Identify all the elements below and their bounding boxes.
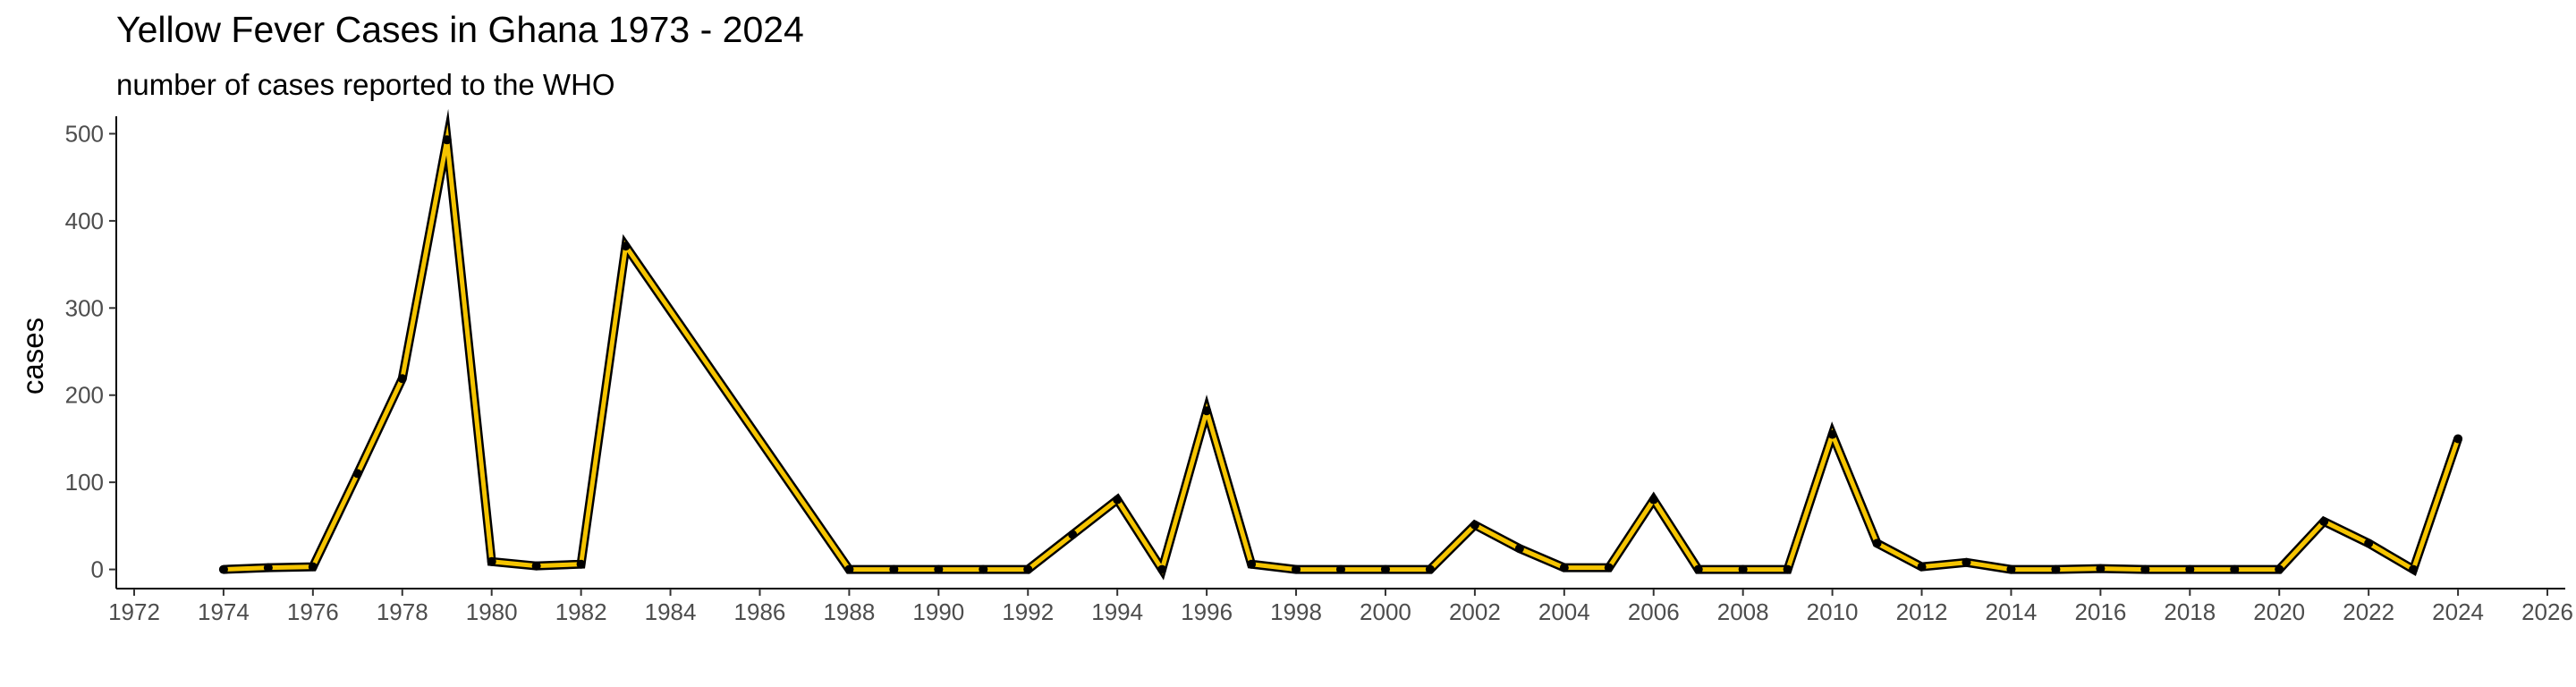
x-tick-label: 2006	[1628, 598, 1680, 625]
data-point	[2275, 564, 2284, 574]
series-line	[223, 108, 2462, 581]
data-point	[1425, 564, 1435, 574]
data-point	[1962, 557, 1971, 567]
y-tick-label: 100	[65, 469, 104, 496]
y-axis: 0 100 200 300 400 500	[65, 116, 117, 589]
x-tick-label: 2022	[2343, 598, 2394, 625]
data-point	[1872, 539, 1882, 548]
series-line-outline	[223, 108, 2462, 581]
data-point	[576, 559, 586, 569]
x-tick-label: 1978	[377, 598, 428, 625]
x-tick-label: 2010	[1807, 598, 1859, 625]
data-point	[2051, 564, 2061, 574]
x-axis: 1972 1974 1976 1978 1980 1982 1984 1986 1988 1990…	[108, 588, 2573, 625]
data-point	[1648, 495, 1658, 505]
y-tick-label: 200	[65, 382, 104, 409]
data-point	[1247, 559, 1257, 569]
chart-subtitle: number of cases reported to the WHO	[116, 68, 615, 101]
data-point	[352, 469, 362, 479]
data-point	[2364, 539, 2374, 548]
x-tick-label: 1986	[734, 598, 786, 625]
data-point	[1380, 564, 1390, 574]
chart-title: Yellow Fever Cases in Ghana 1973 - 2024	[116, 9, 804, 50]
data-point	[1068, 530, 1078, 539]
series-points	[218, 135, 2463, 574]
data-point	[1827, 429, 1837, 439]
data-point	[2453, 434, 2463, 444]
data-point	[844, 564, 854, 574]
data-point	[308, 562, 318, 572]
x-tick-label: 2002	[1449, 598, 1501, 625]
data-point	[934, 564, 944, 574]
x-tick-label: 2016	[2074, 598, 2126, 625]
x-tick-label: 1976	[287, 598, 339, 625]
data-point	[889, 564, 899, 574]
data-point	[2096, 564, 2106, 573]
data-point	[2185, 564, 2195, 574]
data-point	[1157, 564, 1167, 574]
data-point	[263, 563, 273, 572]
y-tick-label: 300	[65, 294, 104, 321]
data-point	[1514, 544, 1524, 554]
x-tick-label: 1994	[1091, 598, 1143, 625]
x-tick-label: 2014	[1986, 598, 2038, 625]
x-tick-label: 1998	[1270, 598, 1322, 625]
x-tick-label: 2000	[1360, 598, 1411, 625]
x-tick-label: 2008	[1717, 598, 1769, 625]
data-point	[2230, 564, 2240, 574]
x-tick-label: 1982	[555, 598, 607, 625]
x-tick-label: 2026	[2521, 598, 2573, 625]
x-tick-label: 1980	[466, 598, 518, 625]
y-axis-title: cases	[16, 318, 49, 394]
data-point	[442, 135, 452, 145]
x-tick-label: 1972	[108, 598, 160, 625]
data-point	[218, 564, 228, 574]
data-point	[1470, 520, 1479, 530]
data-point	[1023, 564, 1033, 574]
data-point	[979, 564, 988, 574]
x-tick-label: 2004	[1538, 598, 1590, 625]
x-tick-label: 1984	[645, 598, 697, 625]
data-point	[621, 242, 631, 251]
series-line-fill	[223, 124, 2461, 575]
data-point	[2006, 564, 2016, 574]
y-tick-label: 400	[65, 208, 104, 234]
data-point	[1336, 564, 1345, 574]
data-point	[1559, 563, 1569, 572]
y-tick-label: 500	[65, 120, 104, 147]
data-point	[2409, 564, 2419, 574]
x-tick-label: 2020	[2253, 598, 2305, 625]
x-tick-label: 1990	[912, 598, 964, 625]
data-point	[531, 561, 541, 571]
x-tick-label: 1988	[823, 598, 875, 625]
data-point	[1738, 564, 1748, 574]
data-point	[1202, 406, 1212, 416]
data-point	[1693, 564, 1703, 574]
data-point	[487, 556, 496, 566]
data-point	[397, 374, 407, 384]
x-tick-label: 2012	[1896, 598, 1948, 625]
y-tick-label: 0	[91, 556, 104, 583]
x-tick-label: 1974	[198, 598, 250, 625]
data-point	[2319, 516, 2329, 526]
x-tick-label: 1996	[1181, 598, 1233, 625]
x-tick-label: 1992	[1002, 598, 1054, 625]
data-point	[1917, 562, 1927, 572]
data-point	[1783, 564, 1792, 574]
data-point	[1292, 564, 1301, 574]
data-point	[2140, 564, 2150, 574]
data-point	[1604, 563, 1614, 572]
data-point	[1113, 495, 1123, 505]
x-tick-label: 2024	[2432, 598, 2484, 625]
x-tick-label: 2018	[2164, 598, 2216, 625]
